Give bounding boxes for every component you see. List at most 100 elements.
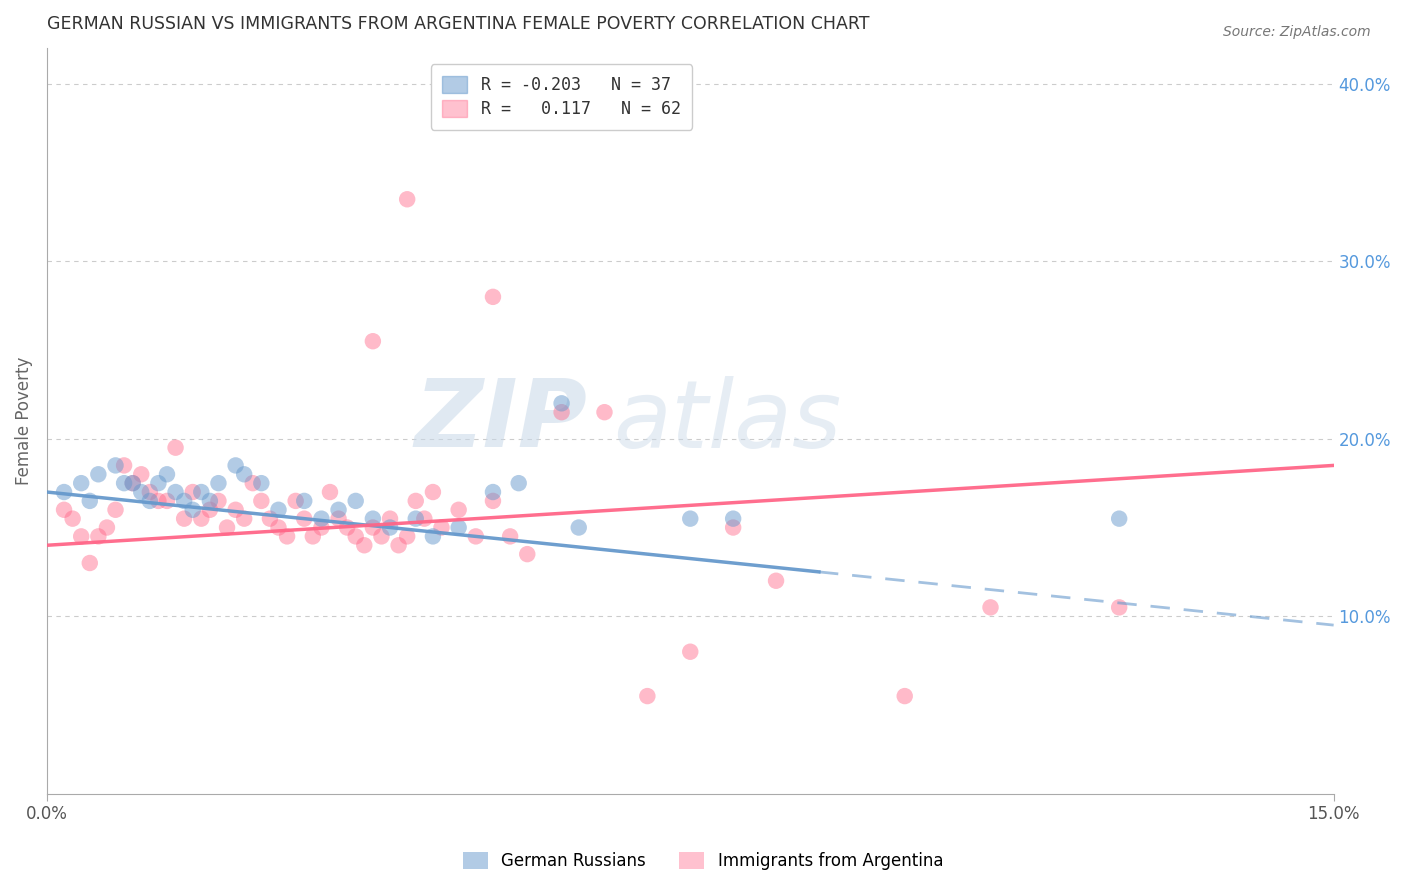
- Point: [636, 689, 658, 703]
- Point: [121, 476, 143, 491]
- Point: [53, 485, 76, 500]
- Point: [250, 494, 273, 508]
- Point: [1108, 511, 1130, 525]
- Point: [129, 485, 152, 500]
- Text: Source: ZipAtlas.com: Source: ZipAtlas.com: [1223, 25, 1371, 39]
- Y-axis label: Female Poverty: Female Poverty: [15, 357, 32, 485]
- Point: [104, 458, 127, 473]
- Legend: German Russians, Immigrants from Argentina: German Russians, Immigrants from Argenti…: [456, 845, 950, 877]
- Point: [353, 538, 375, 552]
- Point: [319, 485, 342, 500]
- Point: [148, 494, 170, 508]
- Point: [165, 441, 187, 455]
- Point: [361, 520, 384, 534]
- Text: ZIP: ZIP: [415, 375, 588, 467]
- Point: [344, 494, 367, 508]
- Point: [112, 476, 135, 491]
- Point: [121, 476, 143, 491]
- Point: [413, 511, 436, 525]
- Point: [148, 476, 170, 491]
- Text: atlas: atlas: [613, 376, 841, 467]
- Point: [482, 494, 505, 508]
- Point: [87, 467, 110, 482]
- Point: [336, 520, 359, 534]
- Point: [62, 511, 84, 525]
- Point: [508, 476, 530, 491]
- Point: [242, 476, 264, 491]
- Point: [259, 511, 281, 525]
- Point: [225, 502, 247, 516]
- Point: [721, 511, 744, 525]
- Point: [198, 502, 221, 516]
- Point: [96, 520, 118, 534]
- Point: [79, 494, 101, 508]
- Point: [361, 334, 384, 349]
- Point: [250, 476, 273, 491]
- Point: [396, 529, 419, 543]
- Point: [721, 520, 744, 534]
- Point: [225, 458, 247, 473]
- Point: [405, 511, 427, 525]
- Point: [129, 467, 152, 482]
- Point: [104, 502, 127, 516]
- Point: [87, 529, 110, 543]
- Point: [370, 529, 392, 543]
- Point: [181, 502, 204, 516]
- Point: [568, 520, 591, 534]
- Point: [422, 529, 444, 543]
- Point: [267, 502, 290, 516]
- Point: [165, 485, 187, 500]
- Legend: R = -0.203   N = 37, R =   0.117   N = 62: R = -0.203 N = 37, R = 0.117 N = 62: [430, 64, 692, 129]
- Point: [405, 494, 427, 508]
- Point: [550, 396, 572, 410]
- Point: [550, 405, 572, 419]
- Point: [344, 529, 367, 543]
- Text: GERMAN RUSSIAN VS IMMIGRANTS FROM ARGENTINA FEMALE POVERTY CORRELATION CHART: GERMAN RUSSIAN VS IMMIGRANTS FROM ARGENT…: [46, 15, 869, 33]
- Point: [233, 467, 256, 482]
- Point: [301, 529, 323, 543]
- Point: [516, 547, 538, 561]
- Point: [679, 511, 702, 525]
- Point: [328, 511, 350, 525]
- Point: [198, 494, 221, 508]
- Point: [396, 192, 419, 206]
- Point: [276, 529, 298, 543]
- Point: [292, 511, 315, 525]
- Point: [139, 485, 162, 500]
- Point: [190, 485, 212, 500]
- Point: [893, 689, 915, 703]
- Point: [233, 511, 256, 525]
- Point: [422, 485, 444, 500]
- Point: [430, 520, 453, 534]
- Point: [447, 502, 470, 516]
- Point: [464, 529, 486, 543]
- Point: [173, 494, 195, 508]
- Point: [328, 502, 350, 516]
- Point: [267, 520, 290, 534]
- Point: [139, 494, 162, 508]
- Point: [378, 511, 401, 525]
- Point: [361, 511, 384, 525]
- Point: [284, 494, 307, 508]
- Point: [53, 502, 76, 516]
- Point: [79, 556, 101, 570]
- Point: [387, 538, 409, 552]
- Point: [378, 520, 401, 534]
- Point: [447, 520, 470, 534]
- Point: [156, 467, 179, 482]
- Point: [593, 405, 616, 419]
- Point: [1108, 600, 1130, 615]
- Point: [207, 476, 229, 491]
- Point: [765, 574, 787, 588]
- Point: [156, 494, 179, 508]
- Point: [292, 494, 315, 508]
- Point: [181, 485, 204, 500]
- Point: [190, 511, 212, 525]
- Point: [979, 600, 1001, 615]
- Point: [499, 529, 522, 543]
- Point: [70, 529, 93, 543]
- Point: [215, 520, 238, 534]
- Point: [207, 494, 229, 508]
- Point: [482, 485, 505, 500]
- Point: [70, 476, 93, 491]
